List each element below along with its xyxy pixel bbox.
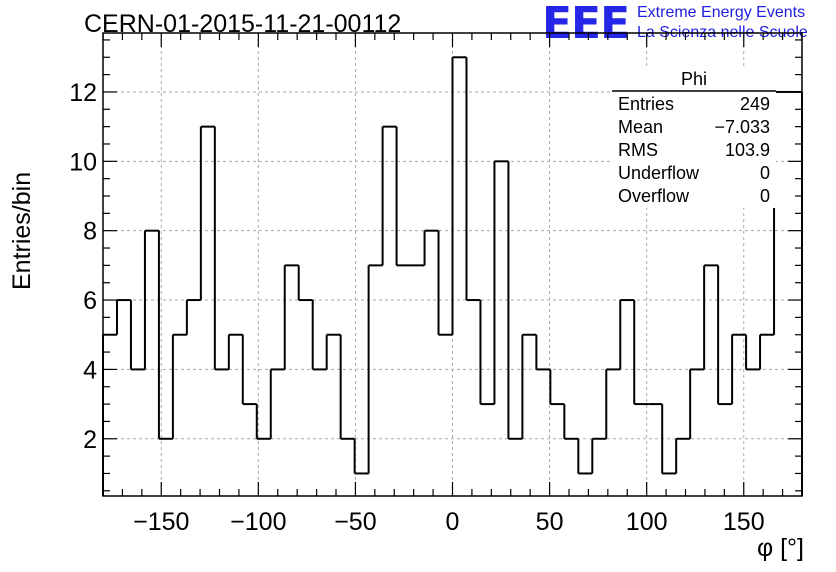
stats-box: Phi Entries 249 Mean −7.033 RMS 103.9 Underflow… [612, 68, 776, 208]
stats-label: Mean [618, 117, 663, 137]
stats-value: 249 [740, 94, 770, 114]
y-tick-label: 6 [83, 287, 97, 315]
stats-label: Underflow [618, 163, 700, 183]
y-tick-label: 2 [83, 426, 97, 454]
logo-caption-line1: Extreme Energy Events [637, 4, 806, 21]
x-tick-label: 150 [723, 508, 765, 536]
x-tick-label: 50 [536, 508, 564, 536]
stats-value: −7.033 [714, 117, 770, 137]
stats-value: 0 [760, 186, 770, 206]
y-tick-label: 10 [69, 148, 97, 176]
axis-layer: −150 −100 −50 0 50 100 150 2 4 6 8 10 12 [69, 32, 803, 536]
x-tick-label: −100 [230, 508, 286, 536]
y-tick-label: 12 [69, 79, 97, 107]
x-tick-label: 0 [446, 508, 460, 536]
stats-label: Entries [618, 94, 674, 114]
x-tick-label: 100 [626, 508, 668, 536]
y-tick-label: 4 [83, 356, 97, 384]
x-tick-label: −50 [334, 508, 376, 536]
stats-value: 103.9 [725, 140, 770, 160]
stats-title: Phi [681, 69, 707, 89]
stats-label: Overflow [618, 186, 690, 206]
y-tick-label: 8 [83, 218, 97, 246]
x-axis-title: φ [°] [756, 534, 804, 562]
x-tick-label: −150 [133, 508, 189, 536]
stats-label: RMS [618, 140, 658, 160]
eee-logo: EEE [542, 0, 630, 49]
stats-value: 0 [760, 163, 770, 183]
